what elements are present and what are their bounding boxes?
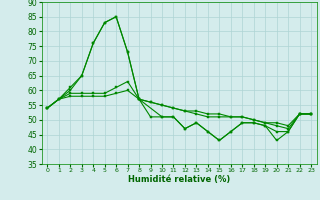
X-axis label: Humidité relative (%): Humidité relative (%) <box>128 175 230 184</box>
